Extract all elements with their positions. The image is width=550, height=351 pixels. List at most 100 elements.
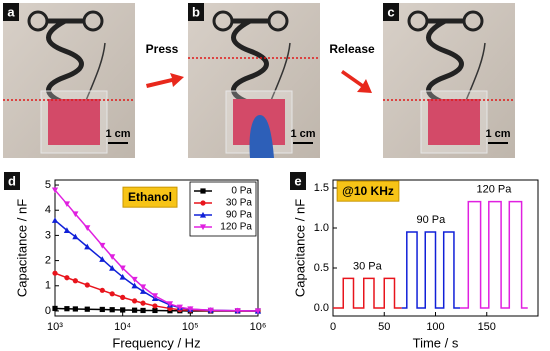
- data-point: [119, 273, 126, 280]
- data-point: [84, 243, 91, 250]
- data-point: [99, 242, 106, 249]
- panel-label: a: [7, 4, 15, 19]
- data-point: [234, 308, 241, 314]
- data-point: [72, 233, 79, 240]
- data-point: [109, 291, 115, 297]
- y-tick-label: 5: [45, 179, 51, 191]
- data-point: [109, 307, 115, 313]
- data-point: [109, 265, 116, 271]
- data-point: [152, 307, 158, 314]
- x-tick-label: 150: [478, 321, 496, 333]
- data-point: [152, 303, 158, 309]
- data-point: [131, 307, 138, 313]
- x-tick-label: 50: [378, 321, 390, 333]
- y-axis-title: Capacitance / nF: [292, 199, 307, 297]
- data-point: [151, 293, 159, 299]
- series-line: [460, 200, 528, 309]
- panel-label: e: [294, 173, 301, 188]
- series-line: [54, 272, 258, 312]
- data-point: [139, 288, 147, 294]
- data-point: [131, 298, 138, 304]
- data-point: [99, 256, 106, 262]
- data-point: [64, 306, 70, 312]
- annotation-box: [336, 180, 400, 202]
- arrow: [146, 73, 184, 88]
- data-point: [120, 294, 126, 300]
- x-axis-title: Time / s: [413, 335, 459, 350]
- series-label: 120 Pa: [476, 184, 512, 196]
- data-point: [72, 306, 78, 312]
- data-point: [207, 307, 214, 314]
- data-point: [99, 287, 105, 293]
- legend-marker: [199, 224, 207, 231]
- panel-label: d: [8, 173, 16, 188]
- data-point: [140, 307, 146, 314]
- data-point: [72, 211, 79, 218]
- data-point: [84, 282, 90, 288]
- y-tick-label: 4: [45, 204, 51, 216]
- series-label: 90 Pa: [417, 214, 447, 226]
- data-point: [63, 227, 71, 233]
- y-tick-label: 1: [45, 280, 51, 292]
- x-tick-label: 10⁴: [114, 321, 131, 333]
- legend-label: 90 Pa: [226, 210, 253, 221]
- legend-marker: [200, 200, 206, 206]
- y-axis-title: Capacitance / nF: [14, 199, 29, 297]
- data-point: [140, 300, 146, 306]
- y-tick-label: 1.0: [314, 222, 329, 234]
- data-point: [51, 187, 59, 194]
- data-point: [131, 276, 138, 283]
- annotation-box: [122, 186, 178, 208]
- y-tick-label: 3: [45, 229, 51, 241]
- panel-label-box: [290, 172, 306, 190]
- arrow-label: Release: [329, 42, 375, 56]
- legend-marker: [200, 188, 206, 194]
- legend-label: 0 Pa: [231, 186, 252, 197]
- data-point: [63, 201, 71, 208]
- panel-label: b: [192, 4, 200, 19]
- y-tick-label: 0: [45, 305, 51, 317]
- panel-label-box: [4, 172, 20, 190]
- legend-marker: [199, 211, 207, 218]
- plot-frame: [54, 179, 259, 317]
- data-point: [52, 270, 58, 276]
- legend-label: 30 Pa: [226, 198, 253, 209]
- annotation: @10 KHz: [342, 184, 394, 198]
- scale-label: 1 cm: [290, 128, 315, 140]
- x-tick-label: 10⁵: [182, 321, 199, 333]
- series-line: [54, 189, 259, 312]
- y-tick-label: 0.0: [314, 302, 329, 314]
- data-point: [120, 307, 126, 313]
- data-point: [166, 301, 174, 308]
- series-line: [333, 277, 402, 309]
- data-point: [51, 217, 59, 223]
- x-tick-label: 0: [330, 321, 336, 333]
- data-point: [109, 254, 116, 260]
- arrow-label: Press: [146, 42, 179, 56]
- legend-label: 120 Pa: [220, 222, 252, 233]
- series-line: [401, 231, 461, 309]
- data-point: [84, 306, 90, 312]
- arrow: [341, 70, 372, 93]
- panel-label: c: [387, 4, 394, 19]
- x-tick-label: 100: [426, 321, 444, 333]
- x-tick-label: 10⁶: [250, 321, 267, 333]
- data-point: [254, 308, 262, 315]
- scale-label: 1 cm: [105, 128, 130, 140]
- data-point: [176, 304, 183, 311]
- photo-panel: 1 cm b: [188, 3, 320, 158]
- data-point: [72, 278, 78, 284]
- data-point: [139, 284, 147, 291]
- y-tick-label: 2: [45, 254, 51, 266]
- data-point: [99, 306, 105, 313]
- x-tick-label: 10³: [47, 321, 63, 333]
- photo-panel: 1 cm a: [3, 3, 135, 158]
- data-point: [119, 265, 126, 272]
- scale-label: 1 cm: [485, 128, 510, 140]
- data-point: [84, 225, 91, 231]
- x-axis-title: Frequency / Hz: [112, 335, 200, 350]
- series-label: 30 Pa: [353, 260, 383, 272]
- data-point: [64, 275, 70, 281]
- y-tick-label: 0.5: [314, 262, 329, 274]
